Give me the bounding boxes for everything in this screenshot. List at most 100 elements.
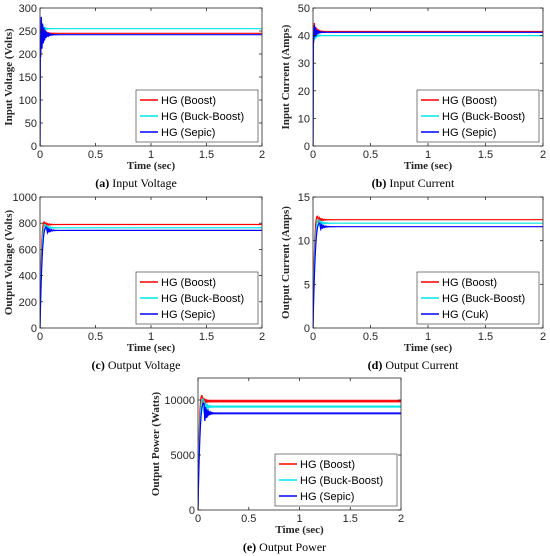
x-tick-label: 0.5 <box>241 513 256 525</box>
x-tick-label: 0.5 <box>363 149 378 161</box>
panel-caption: (a) Input Voltage <box>95 176 177 190</box>
x-tick-label: 0.5 <box>88 331 103 343</box>
panel-caption: (b) Input Current <box>372 176 455 190</box>
x-tick-label: 1.5 <box>199 331 214 343</box>
legend-entry-2: HG (Buck-Boost) <box>300 475 383 487</box>
y-tick-label: 10 <box>298 236 310 248</box>
panel-caption-text: Input Current <box>389 176 455 190</box>
x-axis-label: Time (sec) <box>127 160 176 172</box>
panel-caption-text: Output Voltage <box>108 358 181 372</box>
legend-entry-2: HG (Buck-Boost) <box>161 293 244 305</box>
series-group <box>313 215 543 328</box>
legend-entry-1: HG (Boost) <box>161 95 216 107</box>
y-axis-label: Output Voltage (Volts) <box>3 210 15 316</box>
y-tick-label: 40 <box>298 31 310 43</box>
x-tick-label: 1 <box>425 331 431 343</box>
x-tick-label: 2 <box>259 149 265 161</box>
x-tick-label: 1 <box>148 149 154 161</box>
panel-caption-letter: (b) <box>372 176 387 190</box>
y-axis-label: Input Voltage (Volts) <box>3 28 15 126</box>
series-group <box>313 22 543 146</box>
y-tick-label: 5000 <box>171 450 195 462</box>
series-line-2 <box>40 223 262 328</box>
panel-caption-letter: (e) <box>243 540 256 554</box>
series-line-3 <box>40 226 262 328</box>
x-tick-label: 1.5 <box>478 149 493 161</box>
series-line-3 <box>313 222 543 328</box>
series-group <box>40 221 262 328</box>
series-ripple-band-1 <box>206 399 401 403</box>
legend-entry-1: HG (Boost) <box>161 277 216 289</box>
y-tick-label: 15 <box>298 192 310 204</box>
x-tick-label: 2 <box>540 149 546 161</box>
y-tick-label: 50 <box>25 118 37 130</box>
legend-entry-3: HG (Sepic) <box>161 309 215 321</box>
x-axis-label: Time (sec) <box>275 524 324 536</box>
series-group <box>40 16 262 146</box>
x-axis-label: Time (sec) <box>127 342 176 354</box>
y-tick-label: 600 <box>19 244 37 256</box>
legend: HG (Boost) HG (Buck-Boost) HG (Sepic) <box>416 89 540 143</box>
series-group <box>198 394 401 510</box>
legend-entry-3: HG (Sepic) <box>161 127 215 139</box>
panel-caption-text: Output Current <box>385 358 459 372</box>
y-tick-label: 300 <box>19 3 37 15</box>
x-tick-label: 1.5 <box>343 513 358 525</box>
panel-caption: (c) Output Voltage <box>92 358 181 372</box>
legend: HG (Boost) HG (Buck-Boost) HG (Sepic) <box>274 453 398 507</box>
chart-a: 0 0.5 1 1.5 2 0 50 100 150 200 250 300 Time (sec) Inp… <box>3 3 265 190</box>
y-tick-label: 0 <box>304 141 310 153</box>
legend: HG (Boost) HG (Buck-Boost) HG (Cuk) <box>416 271 540 325</box>
x-tick-label: 0 <box>310 149 316 161</box>
y-tick-label: 400 <box>19 271 37 283</box>
x-tick-label: 2 <box>259 331 265 343</box>
y-tick-label: 0 <box>304 323 310 335</box>
legend-entry-1: HG (Boost) <box>442 95 497 107</box>
chart-e: 0 0.5 1 1.5 2 0 5000 10000 Time (sec) Output Powe… <box>150 377 404 554</box>
panel-caption-letter: (c) <box>92 358 105 372</box>
y-tick-label: 30 <box>298 58 310 70</box>
x-tick-label: 0 <box>37 149 43 161</box>
x-tick-label: 1 <box>296 513 302 525</box>
y-tick-label: 1000 <box>13 192 37 204</box>
chart-c: 0 0.5 1 1.5 2 0 200 400 600 800 1000 Time (sec) Outp… <box>3 192 265 372</box>
y-tick-label: 100 <box>19 95 37 107</box>
y-tick-label: 20 <box>298 86 310 98</box>
legend-entry-2: HG (Buck-Boost) <box>442 293 525 305</box>
x-tick-label: 1 <box>425 149 431 161</box>
y-tick-label: 250 <box>19 26 37 38</box>
legend-entry-2: HG (Buck-Boost) <box>161 111 244 123</box>
legend-entry-2: HG (Buck-Boost) <box>442 111 525 123</box>
y-tick-label: 150 <box>19 72 37 84</box>
series-line-3 <box>40 16 262 146</box>
x-tick-label: 1 <box>148 331 154 343</box>
x-tick-label: 1.5 <box>199 149 214 161</box>
panel-caption-text: Input Voltage <box>112 176 177 190</box>
panel-caption-text: Output Power <box>259 540 326 554</box>
panel-caption-letter: (d) <box>368 358 383 372</box>
legend: HG (Boost) HG (Buck-Boost) HG (Sepic) <box>135 271 259 325</box>
chart-d: 0 0.5 1 1.5 2 0 5 10 15 Time (sec) Output Current … <box>280 192 546 372</box>
x-tick-label: 0 <box>37 331 43 343</box>
x-tick-label: 2 <box>540 331 546 343</box>
series-line-2 <box>313 30 543 146</box>
y-axis-label: Input Current (Amps) <box>280 24 292 129</box>
y-axis-label: Output Power (Watts) <box>150 392 162 497</box>
x-axis-label: Time (sec) <box>404 342 453 354</box>
y-tick-label: 50 <box>298 3 310 15</box>
x-tick-label: 2 <box>398 513 404 525</box>
legend-entry-3: HG (Sepic) <box>300 491 354 503</box>
x-tick-label: 0 <box>195 513 201 525</box>
y-tick-label: 200 <box>19 49 37 61</box>
legend-entry-3: HG (Sepic) <box>442 127 496 139</box>
legend-entry-3: HG (Cuk) <box>442 309 488 321</box>
series-ripple-band-2 <box>206 405 401 408</box>
y-tick-label: 200 <box>19 297 37 309</box>
x-tick-label: 0.5 <box>363 331 378 343</box>
series-line-3 <box>313 24 543 146</box>
series-ripple-band-3 <box>206 412 401 415</box>
y-tick-label: 0 <box>189 505 195 517</box>
series-line-1 <box>313 215 543 328</box>
